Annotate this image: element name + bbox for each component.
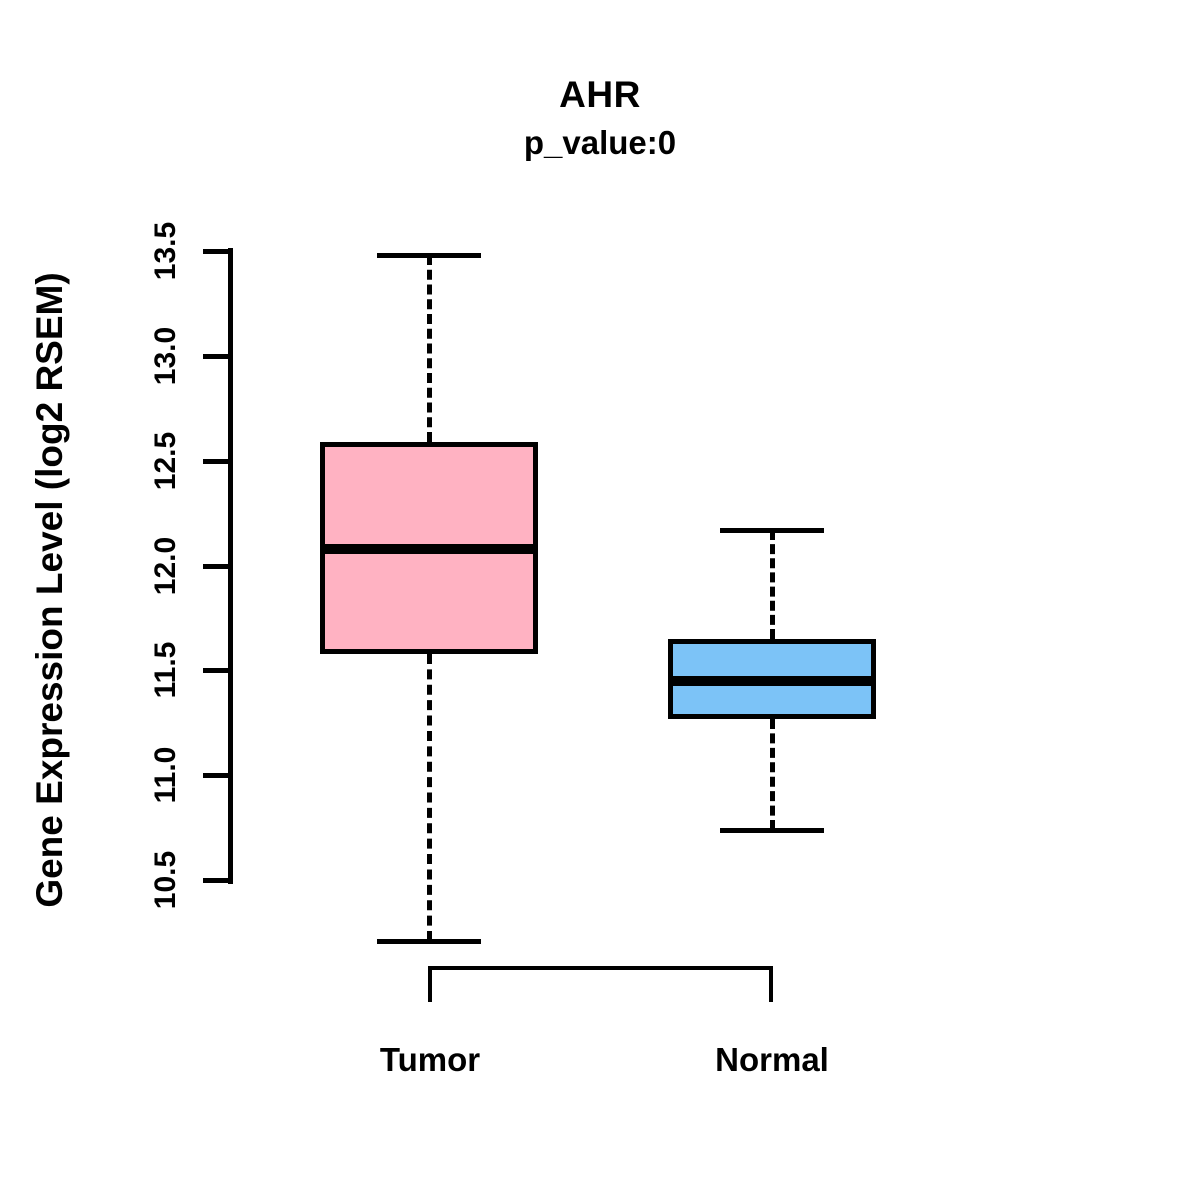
whisker-upper-tumor — [427, 255, 432, 442]
x-axis-bracket-tick-left — [428, 966, 432, 1002]
y-axis-tick — [203, 668, 230, 674]
y-axis-tick-label: 12.5 — [149, 431, 182, 490]
y-axis-spine — [228, 248, 233, 884]
y-axis-tick-label: 13.0 — [149, 326, 182, 386]
y-axis-tick — [203, 353, 230, 359]
median-line-tumor — [320, 543, 538, 554]
y-axis-tick — [203, 563, 230, 569]
x-axis-bracket-tick-right — [769, 966, 773, 1002]
whisker-upper-normal — [770, 529, 775, 639]
y-axis-tick-label: 13.5 — [149, 221, 182, 281]
cap-lower-tumor — [377, 938, 481, 944]
y-axis-label: Gene Expression Level (log2 RSEM) — [29, 272, 70, 908]
cap-upper-normal — [720, 527, 824, 533]
cap-upper-tumor — [377, 253, 481, 259]
median-line-normal — [668, 675, 876, 686]
y-axis-tick-label: 11.0 — [149, 746, 182, 804]
y-axis-tick — [203, 878, 230, 883]
cap-lower-normal — [720, 827, 824, 833]
x-tick-label-tumor: Tumor — [379, 1041, 481, 1078]
whisker-lower-normal — [770, 718, 775, 830]
x-axis-bracket — [428, 966, 773, 970]
chart-subtitle: p_value:0 — [523, 124, 677, 161]
y-axis-tick — [203, 773, 230, 779]
y-axis-tick — [203, 249, 230, 254]
y-axis-tick-label: 12.0 — [149, 536, 182, 595]
x-tick-label-normal: Normal — [715, 1041, 829, 1078]
y-axis-tick-label: 11.5 — [149, 641, 182, 699]
y-axis-label-container: Gene Expression Level (log2 RSEM) — [20, 190, 80, 990]
chart-title: AHR — [559, 74, 641, 115]
y-axis-tick — [203, 458, 230, 464]
y-axis-tick-label: 10.5 — [149, 850, 182, 910]
whisker-lower-tumor — [427, 653, 432, 941]
